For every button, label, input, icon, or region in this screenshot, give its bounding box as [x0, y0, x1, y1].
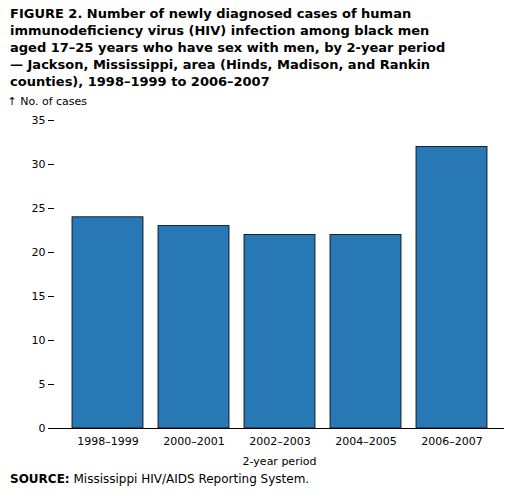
svg-text:0: 0 [39, 422, 46, 435]
html-text:FIGURE 2. Number of newly diag: FIGURE 2. Number of newly diagnosed case… [10, 6, 446, 89]
svg-text:2006–2007: 2006–2007 [421, 436, 483, 449]
svg-text:5: 5 [39, 378, 46, 391]
svg-text:35: 35 [32, 114, 46, 127]
html-text:SOURCE: Mississippi HIV/AIDS R: SOURCE: Mississippi HIV/AIDS Reporting S… [10, 472, 310, 487]
svg-text:20: 20 [32, 246, 46, 259]
svg-text:1998–1999: 1998–1999 [77, 436, 139, 449]
svg-text:↑ No. of cases: ↑ No. of cases [8, 96, 88, 109]
svg-text:30: 30 [32, 158, 46, 171]
svg-text:2000–2001: 2000–2001 [163, 436, 225, 449]
svg-text:25: 25 [32, 202, 46, 215]
svg-text:2-year period: 2-year period [243, 455, 317, 468]
svg-text:15: 15 [32, 290, 46, 303]
svg-text:10: 10 [32, 334, 46, 347]
svg-text:2004–2005: 2004–2005 [335, 436, 397, 449]
svg-text:2002–2003: 2002–2003 [249, 436, 311, 449]
